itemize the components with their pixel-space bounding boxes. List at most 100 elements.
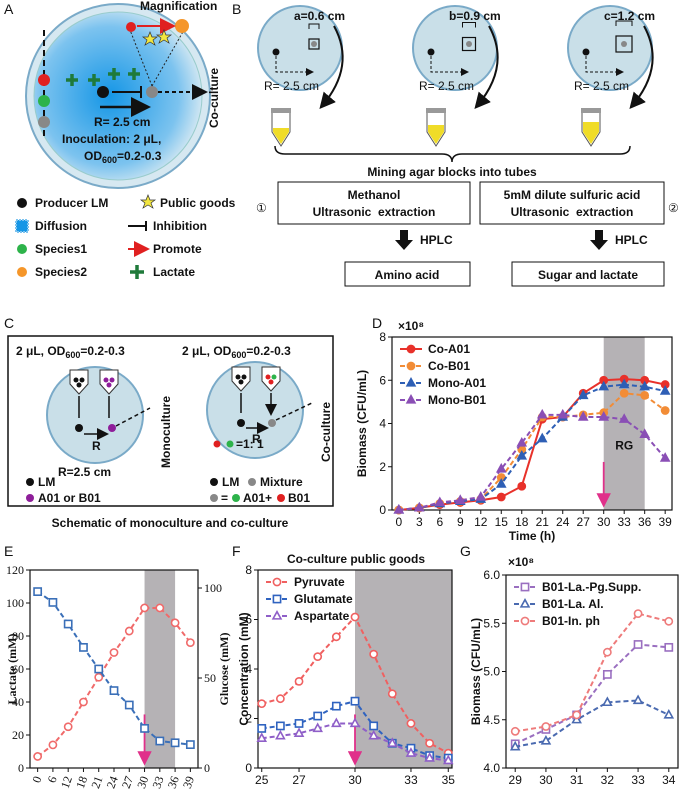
y-tick-label: 0 [379, 503, 386, 517]
x-tick-label: 31 [570, 773, 584, 787]
label: Methanol [348, 188, 401, 202]
radius-line [585, 56, 624, 76]
x-tick-label: 27 [119, 774, 136, 789]
marker [664, 616, 674, 626]
legend-label: Aspartate [294, 609, 350, 623]
marker [659, 452, 671, 462]
marker [406, 719, 416, 728]
cell [108, 424, 116, 432]
x-tick-label: 36 [165, 774, 182, 789]
radius-label: R= 2.5 cm [574, 79, 629, 93]
box [511, 261, 665, 287]
panel-label: A [4, 1, 14, 17]
marker [294, 676, 304, 686]
x-tick-label: 15 [495, 515, 509, 529]
region-label: RG [615, 438, 633, 452]
marker [663, 708, 675, 719]
x-tick-label: 9 [457, 515, 464, 529]
legend-icon [17, 198, 27, 208]
label: =1: 1 [236, 437, 264, 451]
cell [75, 424, 83, 432]
tube-cap [271, 108, 291, 113]
legend-icon [17, 244, 27, 254]
label: R [92, 439, 101, 453]
marker [124, 626, 134, 636]
marker [312, 722, 324, 733]
box [344, 261, 471, 287]
legend-label: Co-A01 [428, 342, 470, 356]
label: HPLC [420, 233, 453, 247]
label: =0.2-0.3 [80, 344, 125, 358]
bracket [462, 22, 476, 28]
stars [141, 29, 173, 46]
panel-b: B a=0.6 cm R= 2.5 cm b=0.9 cm R= 2.5 cm c=1.… [232, 1, 679, 287]
series-line [514, 643, 669, 745]
tube-cap [426, 108, 446, 113]
legend-marker [406, 361, 416, 371]
x-tick-label: 24 [104, 774, 121, 789]
label: OD [84, 149, 102, 163]
x-tick-label: 33 [404, 773, 418, 787]
x-tick-label: 27 [292, 773, 306, 787]
y-tick-label: 40 [12, 695, 24, 709]
shaded-region [603, 337, 645, 510]
label: Ultrasonic extraction [313, 205, 436, 219]
x-tick-label: 0 [29, 774, 44, 784]
label: HPLC [615, 233, 648, 247]
marker [94, 664, 104, 674]
legend-label: Glutamate [294, 592, 353, 606]
marker [659, 385, 671, 395]
marker [293, 727, 305, 738]
marker [618, 413, 630, 423]
panel-a: A Magnification Co-culture R= 2.5 cm Ino… [4, 0, 236, 279]
x-tick-label: 39 [180, 774, 197, 789]
y2-tick-label: 0 [204, 761, 210, 775]
marker [109, 648, 119, 657]
label: Sugar and lactate [538, 268, 638, 282]
y-tick-label: 8 [379, 330, 386, 344]
marker [475, 491, 487, 501]
box [7, 335, 334, 507]
series-line [398, 413, 666, 511]
y2-tick-label: 100 [204, 581, 222, 595]
label: Inoculation: 2 μL, [62, 132, 161, 146]
marker [618, 378, 630, 389]
legend-icon [26, 478, 34, 486]
x-tick-label: 30 [597, 515, 611, 529]
marker [350, 696, 360, 706]
y-tick-label: 60 [12, 662, 24, 676]
y-tick-label: 0 [18, 761, 24, 775]
legend-label: Species2 [35, 265, 87, 279]
label: R=2.5 cm [58, 465, 111, 479]
panel-label: F [232, 543, 241, 559]
marker [602, 669, 612, 679]
y-tick-label: 0 [245, 761, 252, 775]
x-tick-label: 3 [416, 515, 423, 529]
marker [454, 494, 466, 504]
marker [94, 672, 104, 682]
y2-tick-label: 50 [204, 671, 216, 685]
species-dot [38, 116, 50, 128]
marker [313, 711, 323, 721]
x-tick-label: 25 [255, 773, 269, 787]
label: 2 μL, OD600=0.2-0.3 [16, 344, 125, 360]
caption: Schematic of monoculture and co-culture [52, 516, 289, 530]
legend-label: Lactate [153, 265, 195, 279]
brace [274, 145, 631, 163]
label: 600 [65, 350, 80, 360]
cell [226, 440, 234, 448]
legend-label: = [221, 491, 228, 505]
x-tick-label: 39 [658, 515, 672, 529]
marker [633, 640, 643, 649]
y-axis-label: Concentration (mM) [237, 612, 251, 725]
x-tick-label: 36 [638, 515, 652, 529]
y-tick-label: 6 [379, 373, 386, 387]
marker [155, 736, 165, 746]
x-tick-label: 30 [134, 774, 151, 789]
legend-marker [520, 616, 530, 626]
legend-label: A01 or B01 [38, 491, 101, 505]
label: ② [668, 201, 679, 215]
marker [369, 721, 379, 731]
panel-label: C [4, 315, 14, 331]
y-axis-label: Biomass (CFU/mL) [469, 618, 483, 725]
